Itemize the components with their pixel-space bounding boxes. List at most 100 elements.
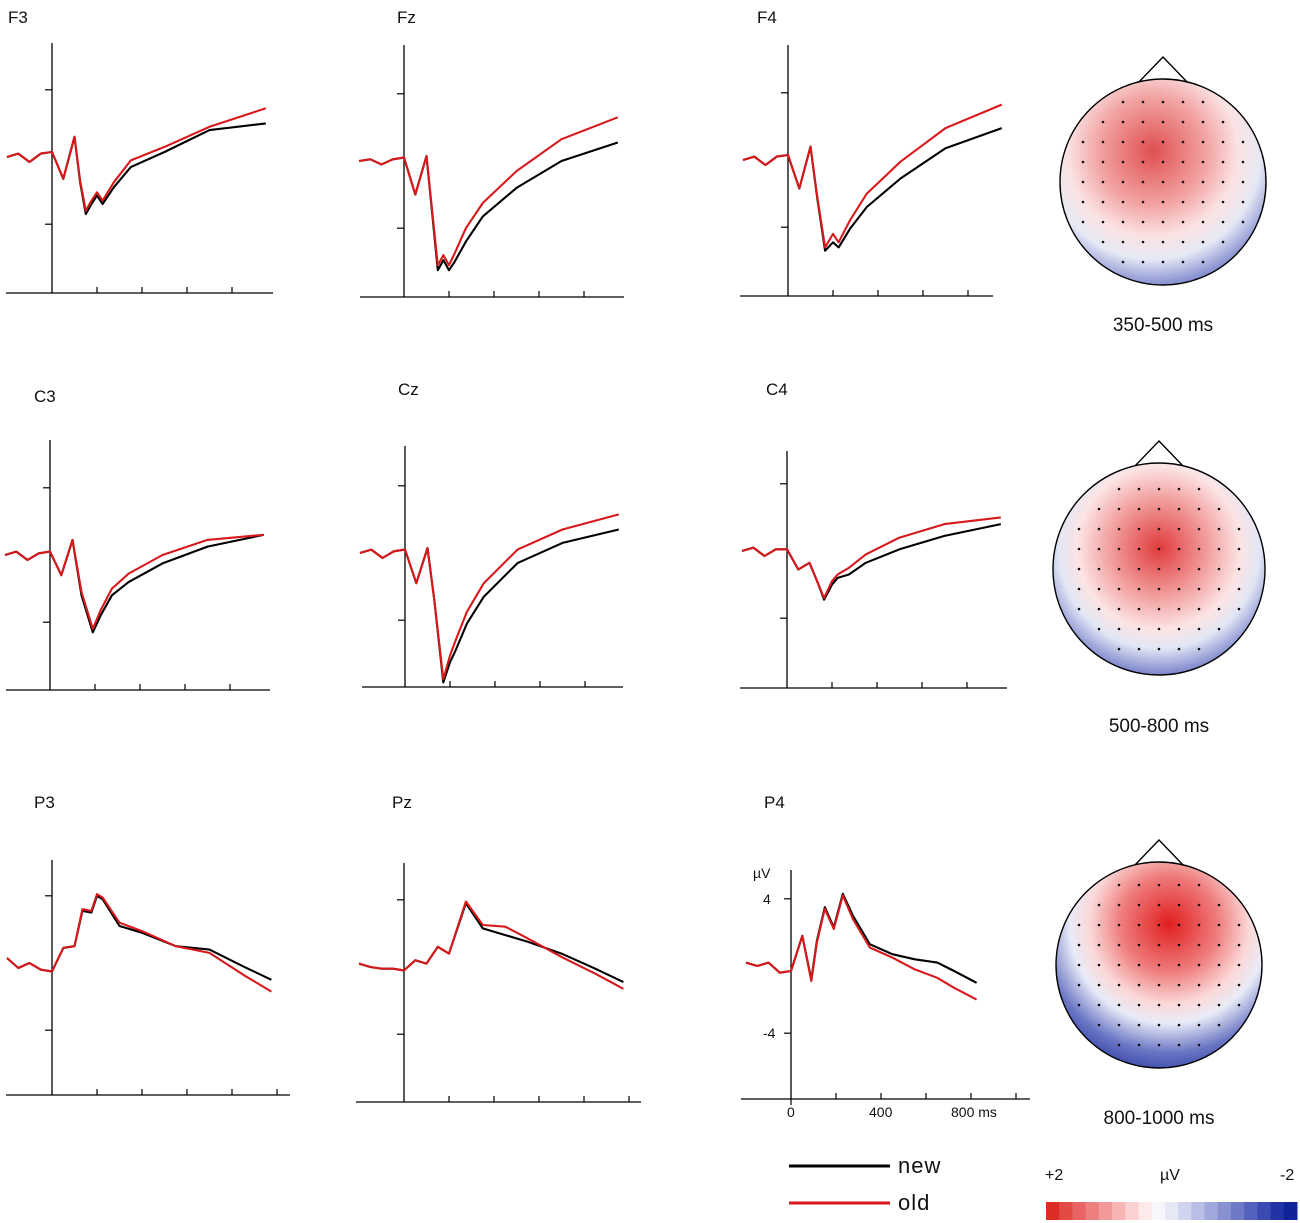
electrode-dot: [1177, 943, 1181, 947]
electrode-dot: [1101, 160, 1105, 164]
electrode-dot: [1197, 1043, 1201, 1047]
electrode-dot: [1161, 180, 1165, 184]
electrode-dot: [1137, 983, 1141, 987]
electrode-dot: [1137, 567, 1141, 571]
electrode-dot: [1221, 180, 1225, 184]
electrode-dot: [1217, 607, 1221, 611]
waveform-old: [6, 107, 267, 212]
topomap-1: 350-500 ms: [1059, 55, 1267, 336]
electrode-dot: [1077, 567, 1081, 571]
electrode-dot: [1141, 100, 1145, 104]
electrode-dot: [1117, 627, 1121, 631]
electrode-dot: [1117, 607, 1121, 611]
electrode-dot: [1197, 567, 1201, 571]
colorbar-cell: [1191, 1202, 1206, 1220]
erp-panel-pz: Pz: [356, 793, 641, 1103]
colorbar-cell: [1046, 1202, 1060, 1220]
electrode-dot: [1141, 240, 1145, 244]
electrode-dot: [1221, 240, 1225, 244]
electrode-dot: [1181, 160, 1185, 164]
electrode-dot: [1097, 567, 1101, 571]
electrode-dot: [1181, 200, 1185, 204]
electrode-dot: [1181, 220, 1185, 224]
electrode-dot: [1217, 943, 1221, 947]
electrode-dot: [1201, 100, 1205, 104]
electrode-dot: [1201, 200, 1205, 204]
electrode-dot: [1121, 180, 1125, 184]
electrode-dot: [1097, 507, 1101, 511]
electrode-dot: [1157, 547, 1161, 551]
electrode-dot: [1077, 527, 1081, 531]
electrode-dot: [1237, 983, 1241, 987]
electrode-dot: [1197, 963, 1201, 967]
erp-panel-fz: Fz: [358, 8, 624, 298]
erp-panel-c4: C4: [740, 380, 1007, 689]
electrode-dot: [1221, 160, 1225, 164]
electrode-dot: [1077, 963, 1081, 967]
electrode-dot: [1217, 507, 1221, 511]
colorbar-cell: [1059, 1202, 1073, 1220]
electrode-dot: [1077, 607, 1081, 611]
electrode-dot: [1117, 943, 1121, 947]
electrode-dot: [1097, 587, 1101, 591]
electrode-dot: [1197, 1003, 1201, 1007]
colorbar-cell: [1164, 1202, 1179, 1220]
electrode-dot: [1097, 963, 1101, 967]
electrode-dot: [1217, 1003, 1221, 1007]
electrode-label: F4: [757, 8, 777, 27]
electrode-dot: [1117, 587, 1121, 591]
electrode-dot: [1117, 647, 1121, 651]
electrode-dot: [1137, 627, 1141, 631]
colorbar-cell: [1125, 1202, 1139, 1220]
electrode-label: Cz: [398, 380, 419, 399]
waveform-new: [358, 141, 619, 272]
electrode-dot: [1141, 120, 1145, 124]
electrode-dot: [1157, 983, 1161, 987]
electrode-dot: [1101, 220, 1105, 224]
x-tick-label: 0: [787, 1104, 795, 1120]
nose-marker: [1136, 55, 1190, 85]
electrode-dot: [1161, 220, 1165, 224]
electrode-dot: [1141, 180, 1145, 184]
electrode-dot: [1177, 923, 1181, 927]
electrode-dot: [1137, 1023, 1141, 1027]
electrode-dot: [1177, 1023, 1181, 1027]
electrode-dot: [1177, 647, 1181, 651]
colorbar-cell: [1217, 1202, 1232, 1220]
electrode-dot: [1117, 963, 1121, 967]
electrode-dot: [1141, 260, 1145, 264]
electrode-dot: [1121, 260, 1125, 264]
erp-panel-f3: F3: [6, 8, 273, 294]
electrode-dot: [1217, 527, 1221, 531]
electrode-dot: [1097, 627, 1101, 631]
electrode-dot: [1137, 547, 1141, 551]
electrode-dot: [1177, 527, 1181, 531]
electrode-dot: [1121, 240, 1125, 244]
electrode-dot: [1117, 923, 1121, 927]
erp-panel-cz: Cz: [359, 380, 623, 688]
erp-panel-p4: P4 µV 4 -4 0 400 800 ms: [741, 793, 1030, 1120]
electrode-dot: [1141, 160, 1145, 164]
electrode-dot: [1137, 647, 1141, 651]
colorbar-cell: [1257, 1202, 1272, 1220]
electrode-dot: [1197, 1023, 1201, 1027]
electrode-dot: [1117, 487, 1121, 491]
electrode-dot: [1217, 1023, 1221, 1027]
electrode-dot: [1197, 983, 1201, 987]
electrode-dot: [1181, 100, 1185, 104]
legend: new old: [789, 1153, 940, 1215]
electrode-label: F3: [8, 8, 28, 27]
electrode-dot: [1117, 1003, 1121, 1007]
electrode-dot: [1157, 1003, 1161, 1007]
colorbar-cell: [1112, 1202, 1126, 1220]
colorbar-cell: [1204, 1202, 1219, 1220]
electrode-dot: [1097, 923, 1101, 927]
electrode-dot: [1117, 567, 1121, 571]
electrode-dot: [1217, 983, 1221, 987]
waveform-new: [4, 533, 265, 634]
electrode-dot: [1137, 963, 1141, 967]
electrode-dot: [1157, 883, 1161, 887]
electrode-dot: [1241, 160, 1245, 164]
waveform-new: [745, 892, 978, 984]
electrode-label: C3: [34, 387, 56, 406]
